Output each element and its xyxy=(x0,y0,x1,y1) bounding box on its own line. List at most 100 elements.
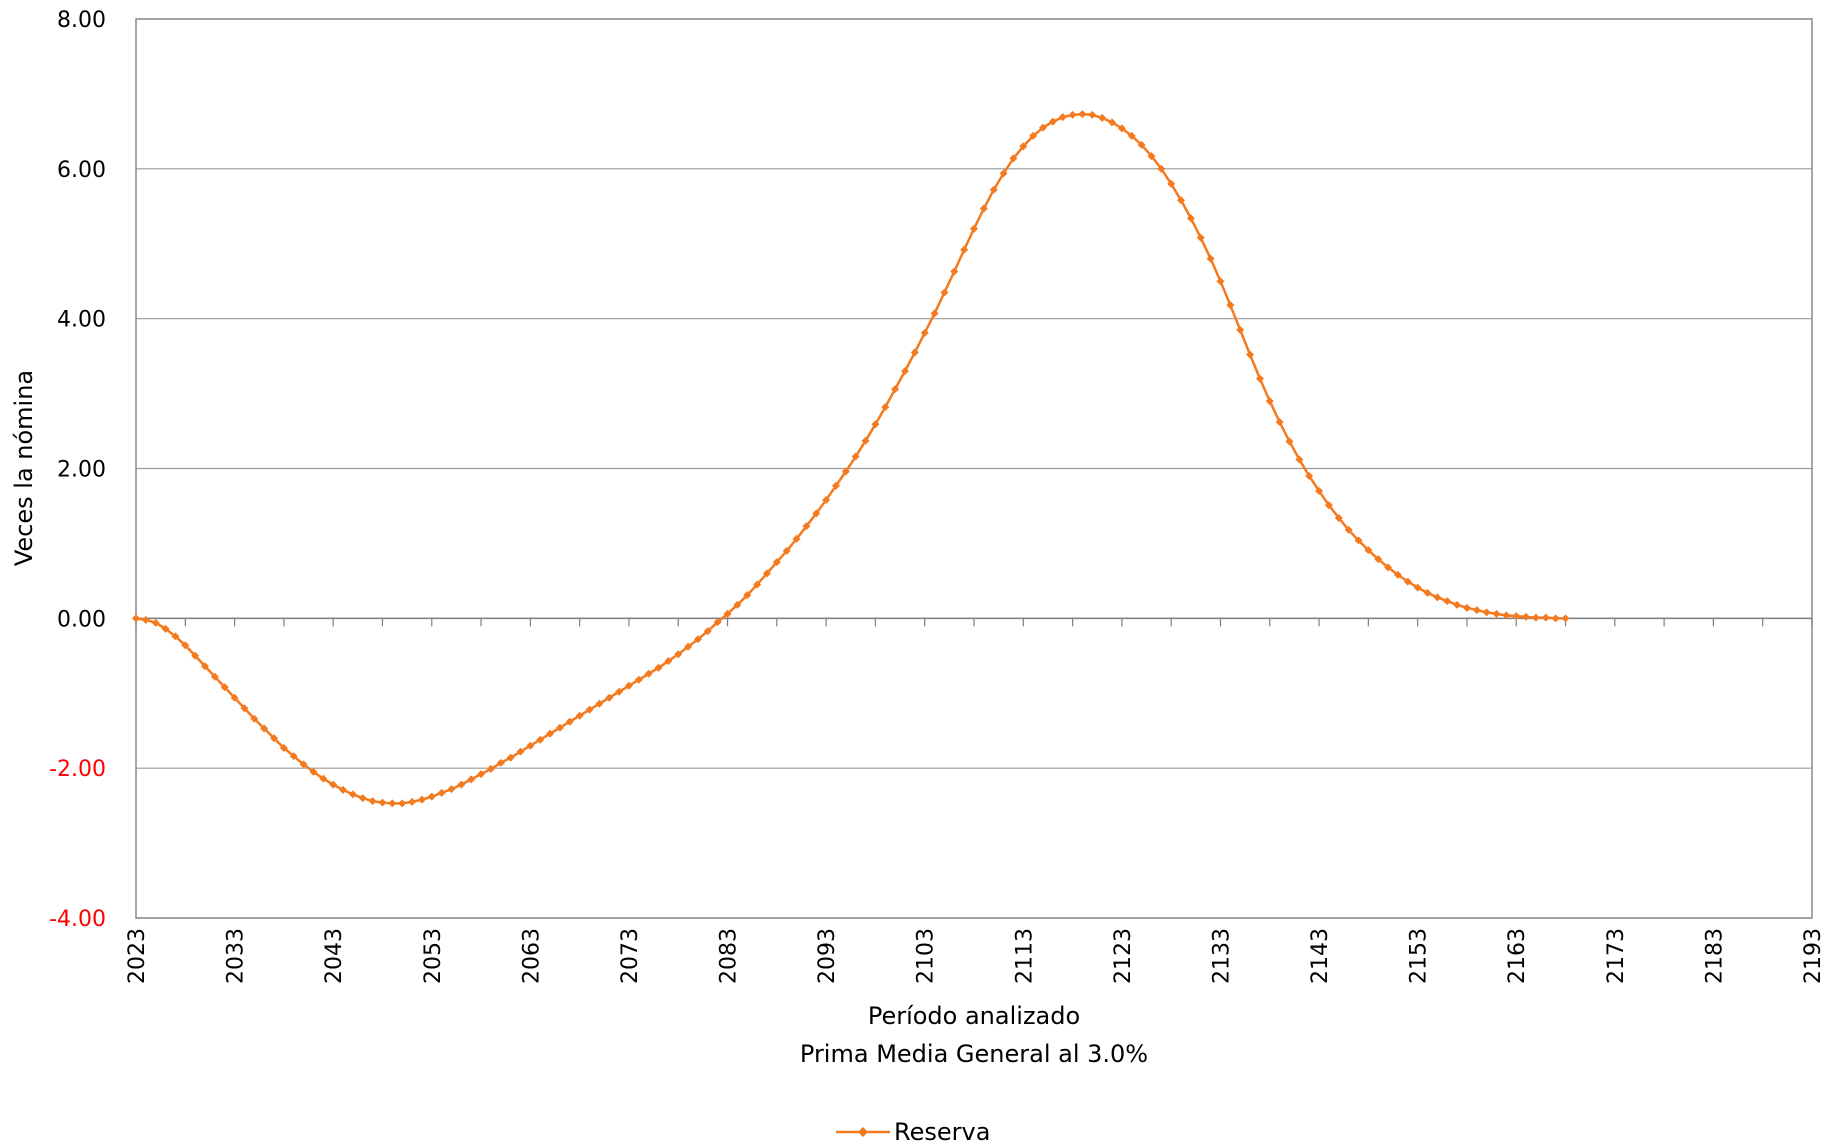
data-point xyxy=(1117,124,1126,133)
data-point xyxy=(1275,418,1284,427)
data-point xyxy=(1068,110,1077,119)
data-point xyxy=(417,795,426,804)
data-point xyxy=(1561,614,1570,623)
data-point xyxy=(920,328,929,337)
data-point xyxy=(1196,233,1205,242)
data-point xyxy=(1344,525,1353,534)
data-point xyxy=(1492,609,1501,618)
data-point xyxy=(1364,546,1373,555)
data-point xyxy=(743,591,752,600)
data-point xyxy=(1246,350,1255,359)
data-point xyxy=(1334,513,1343,522)
data-point xyxy=(871,420,880,429)
data-point xyxy=(191,651,200,660)
data-point xyxy=(171,632,180,641)
x-tick-label: 2143 xyxy=(1308,928,1333,984)
data-point xyxy=(1502,611,1511,620)
data-point xyxy=(1324,501,1333,510)
data-point xyxy=(802,522,811,531)
data-point xyxy=(1354,536,1363,545)
y-axis-title: Veces la nómina xyxy=(10,370,38,566)
data-point xyxy=(615,687,624,696)
data-point xyxy=(772,558,781,567)
data-point xyxy=(270,734,279,743)
data-point xyxy=(861,436,870,445)
data-point xyxy=(1029,131,1038,140)
data-point xyxy=(457,780,466,789)
gridlines xyxy=(136,18,1812,919)
data-point xyxy=(585,705,594,714)
data-point xyxy=(900,367,909,376)
y-axis-tick-labels: 8.00 6.00 4.00 2.00 0.00 -2.00 -4.00 xyxy=(49,8,106,932)
data-point xyxy=(1531,613,1540,622)
data-point xyxy=(989,185,998,194)
data-point xyxy=(447,785,456,794)
data-point xyxy=(201,662,210,671)
data-point xyxy=(1393,570,1402,579)
data-point xyxy=(762,569,771,578)
y-tick-label: 2.00 xyxy=(57,458,106,483)
data-point xyxy=(210,672,219,681)
data-point xyxy=(279,743,288,752)
data-point xyxy=(1255,374,1264,383)
data-point xyxy=(891,385,900,394)
x-tick-label: 2083 xyxy=(717,928,742,984)
data-point xyxy=(1374,555,1383,564)
x-axis: 2023 2033 2043 2053 2063 2073 2083 2093 2103 2113… xyxy=(125,617,1826,984)
data-point xyxy=(546,729,555,738)
data-point xyxy=(1295,455,1304,464)
data-point xyxy=(319,774,328,783)
data-point xyxy=(467,775,476,784)
series-markers-reserva xyxy=(132,110,1570,808)
series-layer xyxy=(132,110,1570,808)
data-point xyxy=(437,788,446,797)
data-point xyxy=(1433,593,1442,602)
data-point xyxy=(260,724,269,733)
x-tick-label: 2173 xyxy=(1604,928,1629,984)
data-point xyxy=(348,790,357,799)
data-point xyxy=(1315,486,1324,495)
data-point xyxy=(1541,613,1550,622)
data-point xyxy=(851,452,860,461)
data-point xyxy=(1423,588,1432,597)
data-point xyxy=(230,693,239,702)
data-point xyxy=(427,792,436,801)
data-point xyxy=(1039,123,1048,132)
data-point xyxy=(220,683,229,692)
data-point xyxy=(1472,606,1481,615)
data-point xyxy=(151,618,160,627)
data-point xyxy=(1157,164,1166,173)
data-point xyxy=(299,760,308,769)
y-tick-label: 8.00 xyxy=(57,8,106,33)
data-point xyxy=(1482,608,1491,617)
data-point xyxy=(309,767,318,776)
data-point xyxy=(1226,301,1235,310)
data-point xyxy=(1522,612,1531,621)
data-point xyxy=(753,580,762,589)
data-point xyxy=(575,711,584,720)
data-point xyxy=(388,799,397,808)
data-point xyxy=(329,780,338,789)
data-point xyxy=(1551,614,1560,623)
legend[interactable]: Reserva xyxy=(836,1118,990,1144)
plot-area-frame xyxy=(135,18,1813,919)
data-point xyxy=(1512,612,1521,621)
data-point xyxy=(368,797,377,806)
data-point xyxy=(555,723,564,732)
data-point xyxy=(822,495,831,504)
data-point xyxy=(1403,577,1412,586)
data-point xyxy=(477,770,486,779)
data-point xyxy=(536,735,545,744)
data-point xyxy=(713,618,722,627)
legend-label-reserva: Reserva xyxy=(894,1118,990,1144)
data-point xyxy=(1305,471,1314,480)
data-point xyxy=(624,681,633,690)
data-point xyxy=(339,785,348,794)
data-point xyxy=(782,546,791,555)
x-axis-title: Período analizado xyxy=(868,1002,1080,1030)
x-tick-label: 2103 xyxy=(914,928,939,984)
data-point xyxy=(1147,152,1156,161)
data-point xyxy=(733,600,742,609)
x-tick-label: 2133 xyxy=(1209,928,1234,984)
